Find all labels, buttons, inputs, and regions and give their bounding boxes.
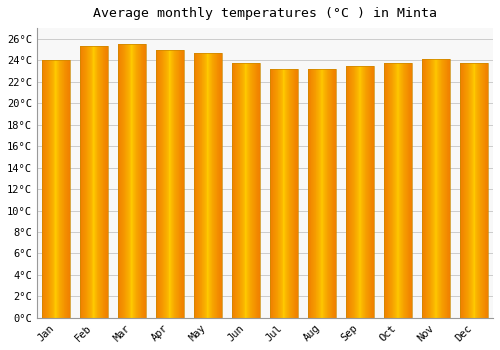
Bar <box>194 53 222 318</box>
Bar <box>422 59 450 318</box>
Bar <box>308 69 336 318</box>
Bar <box>384 63 411 318</box>
Title: Average monthly temperatures (°C ) in Minta: Average monthly temperatures (°C ) in Mi… <box>93 7 437 20</box>
Bar <box>232 63 260 318</box>
Bar <box>270 69 297 318</box>
Bar <box>460 63 487 318</box>
Bar <box>118 44 146 318</box>
Bar <box>80 46 108 318</box>
Bar <box>156 49 184 318</box>
Bar <box>42 60 70 318</box>
Bar <box>346 65 374 318</box>
